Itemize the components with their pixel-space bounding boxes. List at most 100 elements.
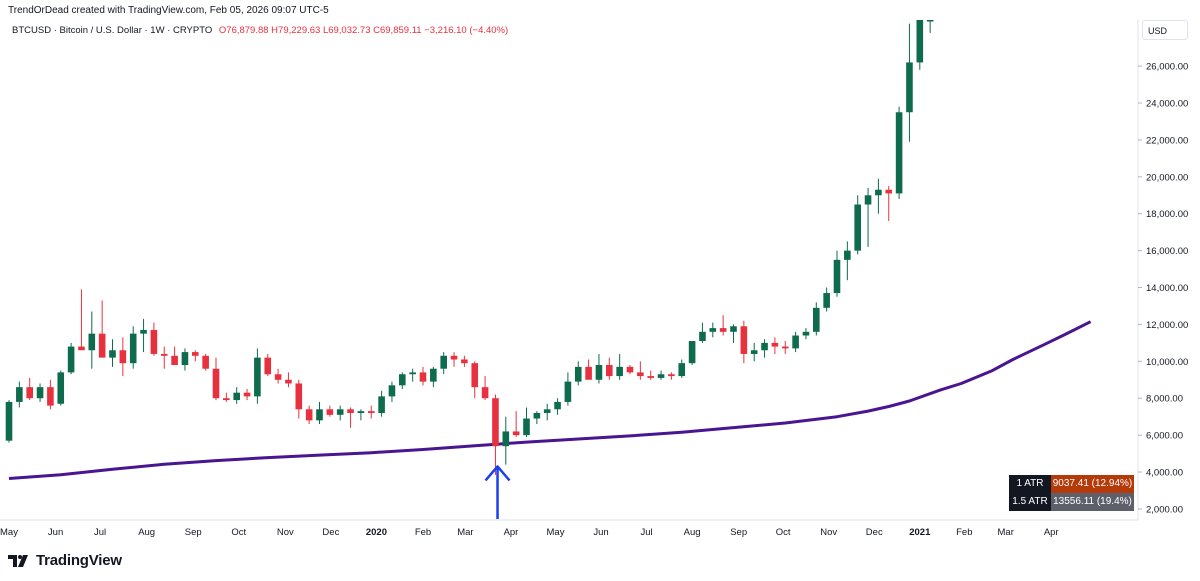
candle[interactable]	[875, 178, 882, 214]
candle[interactable]	[233, 387, 240, 404]
candle[interactable]	[36, 383, 44, 402]
candle[interactable]	[688, 341, 696, 366]
candle[interactable]	[88, 311, 96, 369]
candle[interactable]	[430, 366, 437, 388]
candle-body	[140, 329, 147, 334]
candle-body	[761, 342, 768, 351]
candle[interactable]	[750, 342, 758, 362]
candle[interactable]	[657, 370, 665, 380]
candle[interactable]	[740, 320, 748, 364]
candle[interactable]	[502, 416, 510, 465]
candle[interactable]	[57, 370, 65, 406]
candle[interactable]	[792, 331, 799, 353]
candle[interactable]	[709, 322, 717, 338]
candle-body	[171, 355, 178, 366]
candle[interactable]	[212, 357, 220, 401]
candle[interactable]	[140, 318, 147, 353]
candle[interactable]	[543, 403, 551, 421]
candle[interactable]	[585, 359, 592, 380]
candle[interactable]	[16, 381, 23, 408]
candle[interactable]	[678, 359, 686, 378]
candle[interactable]	[285, 372, 292, 388]
candle[interactable]	[440, 352, 447, 375]
candle[interactable]	[129, 326, 137, 369]
candle[interactable]	[699, 322, 706, 343]
candle[interactable]	[119, 337, 127, 377]
candle[interactable]	[471, 361, 479, 399]
candle[interactable]	[492, 394, 499, 475]
candle[interactable]	[160, 346, 168, 369]
candle[interactable]	[895, 106, 903, 199]
candle[interactable]	[26, 377, 33, 401]
candle[interactable]	[606, 357, 613, 380]
candle[interactable]	[574, 361, 582, 386]
candle[interactable]	[274, 368, 282, 384]
candle[interactable]	[78, 289, 85, 351]
candle-body	[688, 341, 696, 364]
candle[interactable]	[802, 328, 810, 340]
candle[interactable]	[367, 405, 375, 419]
candle[interactable]	[844, 241, 851, 281]
candle[interactable]	[730, 324, 737, 343]
candle[interactable]	[771, 337, 779, 354]
candle[interactable]	[305, 405, 313, 425]
candle[interactable]	[109, 339, 116, 367]
footer-branding[interactable]: TradingView	[8, 552, 122, 569]
candle[interactable]	[223, 392, 230, 402]
candle[interactable]	[926, 20, 934, 33]
candle[interactable]	[533, 411, 541, 425]
candle[interactable]	[719, 315, 727, 336]
candle[interactable]	[336, 405, 344, 421]
candle[interactable]	[47, 379, 54, 410]
candle[interactable]	[554, 398, 561, 415]
candle[interactable]	[202, 353, 209, 371]
candle[interactable]	[616, 353, 623, 380]
candle-body	[678, 363, 686, 377]
candle[interactable]	[523, 407, 530, 437]
x-tick-label: Oct	[776, 527, 791, 538]
candle[interactable]	[264, 353, 272, 377]
candle[interactable]	[254, 348, 261, 404]
candle[interactable]	[833, 250, 841, 297]
candle[interactable]	[823, 287, 830, 312]
candle[interactable]	[647, 370, 654, 380]
candle[interactable]	[854, 195, 861, 255]
candle[interactable]	[512, 411, 520, 437]
candle[interactable]	[481, 376, 489, 401]
candle[interactable]	[864, 187, 872, 247]
candle[interactable]	[326, 405, 334, 417]
candle[interactable]	[461, 355, 468, 367]
candle[interactable]	[450, 352, 458, 367]
candle[interactable]	[906, 23, 913, 142]
candle[interactable]	[378, 390, 385, 417]
candle[interactable]	[347, 407, 354, 428]
candle[interactable]	[885, 186, 893, 222]
candle[interactable]	[5, 400, 13, 443]
candle[interactable]	[388, 381, 396, 402]
candle[interactable]	[637, 361, 644, 380]
candle[interactable]	[171, 346, 178, 366]
candle[interactable]	[564, 372, 572, 406]
candle[interactable]	[150, 322, 158, 356]
candle[interactable]	[399, 372, 406, 390]
candle[interactable]	[357, 409, 365, 421]
candle[interactable]	[67, 342, 75, 375]
candle[interactable]	[761, 339, 768, 358]
candle[interactable]	[626, 365, 634, 375]
candle[interactable]	[295, 379, 303, 419]
candle[interactable]	[243, 389, 251, 401]
candle[interactable]	[181, 348, 189, 371]
candle[interactable]	[595, 353, 603, 384]
candle[interactable]	[916, 20, 924, 70]
candle[interactable]	[98, 300, 106, 358]
currency-selector[interactable]: USD	[1142, 20, 1188, 40]
candle[interactable]	[409, 368, 416, 382]
candle[interactable]	[192, 350, 199, 362]
candle-body	[212, 368, 220, 399]
candle[interactable]	[668, 372, 675, 380]
candle[interactable]	[419, 366, 427, 386]
candle[interactable]	[316, 401, 323, 425]
candle[interactable]	[781, 341, 789, 354]
candle[interactable]	[813, 302, 820, 336]
